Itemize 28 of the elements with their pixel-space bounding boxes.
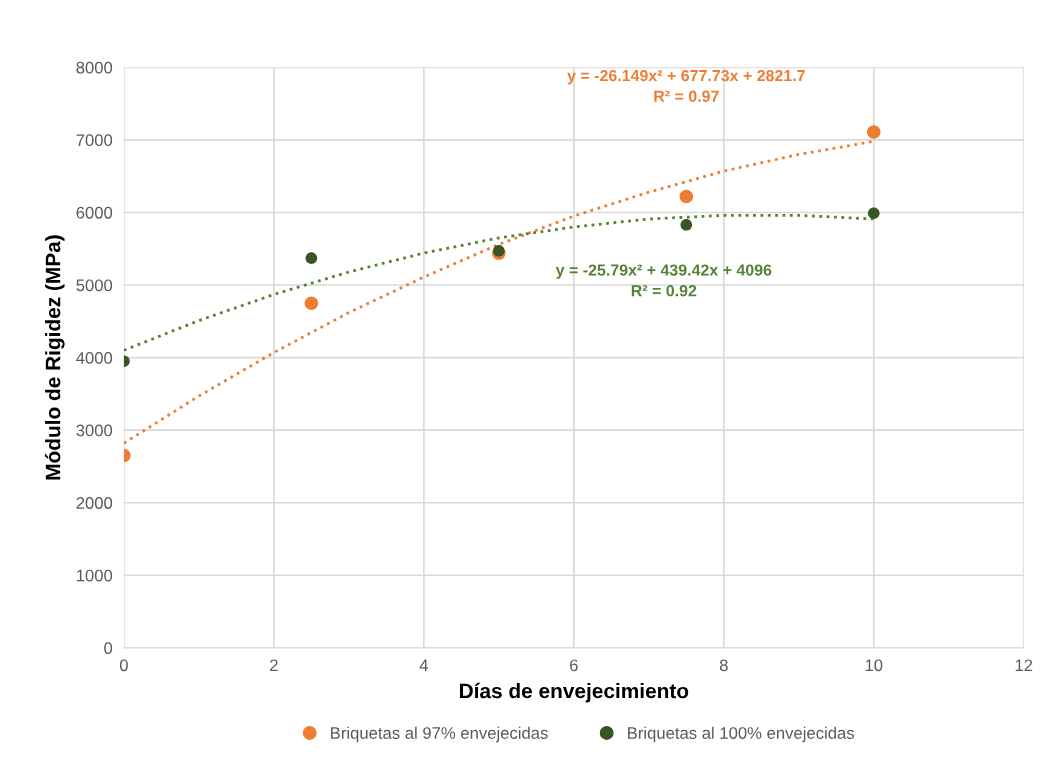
x-tick-label: 2 bbox=[270, 659, 278, 672]
annotation: y = -26.149x² + 677.73x + 2821.7 R² = 0.97 bbox=[567, 69, 805, 102]
x-tick-label: 6 bbox=[570, 659, 578, 672]
y-tick-label: 4000 bbox=[76, 351, 113, 364]
legend-label: Briquetas al 97% envejecidas bbox=[331, 726, 548, 743]
y-tick-label: 8000 bbox=[76, 61, 113, 74]
y-tick-label: 6000 bbox=[76, 206, 113, 219]
y-tick-label: 3000 bbox=[76, 424, 113, 437]
y-axis-title: Módulo de Rigidez (MPa) bbox=[44, 235, 65, 480]
point bbox=[867, 125, 881, 139]
x-tick-label: 12 bbox=[1015, 659, 1033, 672]
x-tick-label: 10 bbox=[865, 659, 883, 672]
point bbox=[305, 252, 318, 264]
x-tick-label: 8 bbox=[719, 659, 728, 672]
point bbox=[867, 207, 880, 219]
legend-label: Briquetas al 100% envejecidas bbox=[628, 726, 855, 743]
point bbox=[679, 189, 694, 204]
x-tick-label: 0 bbox=[119, 659, 128, 672]
x-tick-label: 4 bbox=[419, 659, 428, 672]
x-axis-title: Días de envejecimiento bbox=[460, 682, 689, 703]
point bbox=[304, 296, 319, 310]
y-tick-label: 0 bbox=[104, 642, 113, 655]
annotation: y = -25.79x² + 439.42x + 4096 R² = 0.92 bbox=[555, 264, 772, 297]
y-tick-label: 1000 bbox=[76, 569, 113, 582]
y-tick-label: 7000 bbox=[76, 134, 113, 147]
point bbox=[680, 218, 693, 231]
y-tick-label: 5000 bbox=[76, 279, 113, 292]
y-tick-label: 2000 bbox=[76, 497, 113, 509]
